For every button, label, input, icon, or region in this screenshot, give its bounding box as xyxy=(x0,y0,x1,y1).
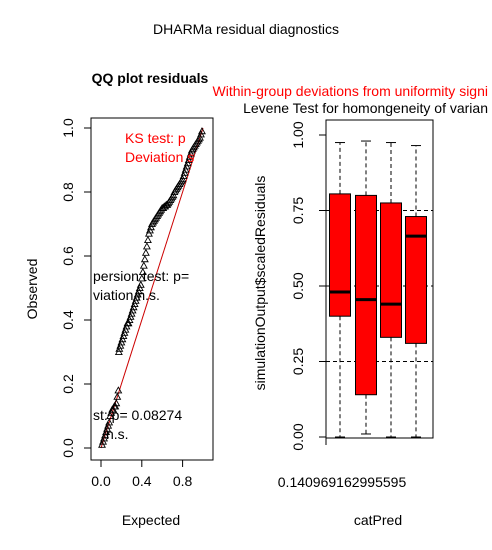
qq-y-tick-label: 0.2 xyxy=(60,374,76,394)
qq-y-tick-label: 1.0 xyxy=(60,118,76,138)
levene-boxes xyxy=(329,140,427,438)
qq-point xyxy=(140,255,149,263)
levene-box xyxy=(380,142,402,438)
levene-y-tick-label: 0.75 xyxy=(290,197,306,224)
levene-y-axis-label: simulationOutput$scaledResiduals xyxy=(252,176,268,391)
qq-x-axis-label: Expected xyxy=(122,512,180,528)
levene-subtitle: Within-group deviations from uniformity … xyxy=(213,83,488,99)
main-title: DHARMa residual diagnostics xyxy=(153,21,339,37)
qq-point xyxy=(141,248,150,256)
qq-point xyxy=(143,235,152,244)
outlier-test-annotation: st: p= 0.08274 xyxy=(93,407,182,423)
levene-y-tick-label: 0.00 xyxy=(290,423,306,450)
qq-point xyxy=(112,399,121,407)
levene-box-body xyxy=(405,216,427,344)
levene-box xyxy=(329,142,351,438)
outlier-deviation-annotation: n.s. xyxy=(106,426,129,442)
qq-x-tick-label: 0.0 xyxy=(91,473,111,489)
levene-box xyxy=(355,140,377,435)
levene-x-axis-label: catPred xyxy=(354,512,402,528)
levene-box xyxy=(405,145,427,438)
ks-deviation-annotation: Deviation s xyxy=(125,149,194,165)
levene-y-tick-label: 0.50 xyxy=(290,272,306,299)
levene-y-tick-label: 1.00 xyxy=(290,121,306,148)
qq-plot-frame xyxy=(90,117,214,461)
dispersion-deviation-annotation: viation n.s. xyxy=(93,287,160,303)
levene-plot-frame xyxy=(325,119,434,439)
dispersion-test-annotation: persion test: p= xyxy=(93,268,189,284)
qq-y-tick-label: 0.8 xyxy=(60,182,76,202)
levene-box-body xyxy=(329,193,351,317)
qq-plot-title: QQ plot residuals xyxy=(92,70,209,86)
qq-point xyxy=(138,267,147,276)
levene-x-tick-label: 0.140969162995595 xyxy=(278,474,407,490)
qq-point xyxy=(114,386,123,394)
qq-point xyxy=(137,274,146,282)
qq-point xyxy=(113,392,122,400)
qq-plot-panel: QQ plot residuals 0.0 0.2 0.4 0.6 0.8 1.0 0.0… xyxy=(24,70,214,528)
qq-y-axis: 0.0 0.2 0.4 0.6 0.8 1.0 xyxy=(60,118,91,458)
qq-y-axis-label: Observed xyxy=(24,259,40,320)
qq-x-tick-label: 0.4 xyxy=(132,473,152,489)
levene-boxplot-panel: Within-group deviations from uniformity … xyxy=(213,83,488,528)
levene-y-tick-label: 0.25 xyxy=(290,348,306,375)
qq-y-tick-label: 0.6 xyxy=(60,246,76,266)
qq-point xyxy=(142,242,151,250)
qq-x-tick-label: 0.8 xyxy=(173,473,193,489)
levene-title: Levene Test for homongeneity of varian xyxy=(243,100,488,116)
qq-point xyxy=(105,418,114,426)
qq-points xyxy=(98,127,206,448)
qq-y-tick-label: 0.0 xyxy=(60,438,76,458)
levene-box-body xyxy=(380,202,402,338)
qq-x-axis: 0.0 0.4 0.8 xyxy=(91,460,193,489)
qq-point xyxy=(198,127,206,135)
levene-box-body xyxy=(355,194,377,396)
qq-point xyxy=(136,280,145,288)
qq-y-tick-label: 0.4 xyxy=(60,310,76,330)
levene-y-axis: 0.00 0.25 0.50 0.75 1.00 xyxy=(290,121,326,451)
qq-point xyxy=(139,261,148,269)
ks-test-annotation: KS test: p xyxy=(125,130,186,146)
